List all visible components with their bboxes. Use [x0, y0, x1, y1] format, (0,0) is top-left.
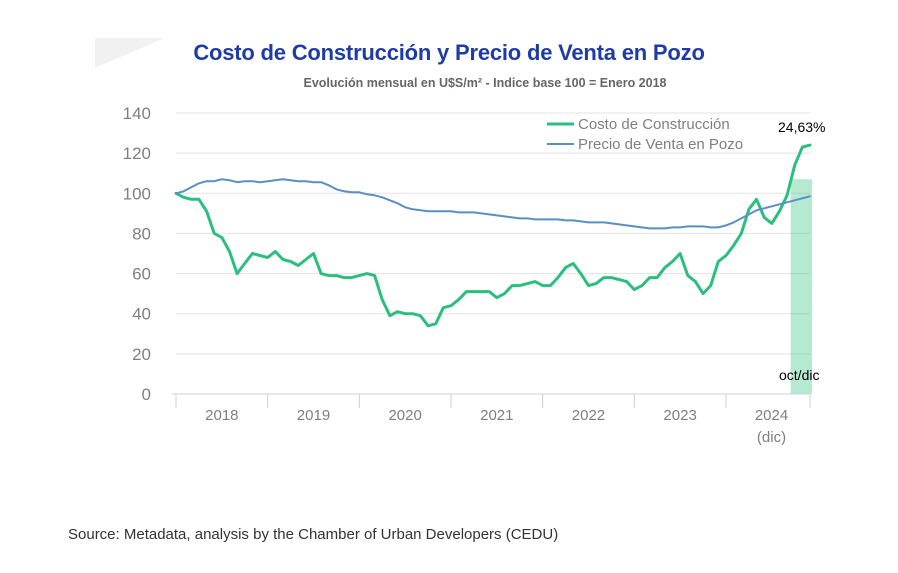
- chart-title: Costo de Construcción y Precio de Venta …: [193, 40, 705, 65]
- x-tick-label: 2021: [480, 407, 513, 424]
- x-tick-label: 2022: [572, 407, 605, 424]
- x-tick-sublabel: (dic): [757, 429, 786, 446]
- x-tick-label: 2019: [297, 407, 330, 424]
- corner-decoration: [95, 38, 165, 68]
- legend-label-precio: Precio de Venta en Pozo: [578, 136, 743, 153]
- series-line-costo: [174, 143, 812, 328]
- y-tick-label: 140: [123, 104, 151, 123]
- x-tick-label: 2020: [388, 407, 421, 424]
- highlight-band: [790, 179, 812, 394]
- legend-label-costo: Costo de Construcción: [578, 116, 730, 133]
- x-tick-label: 2024: [755, 407, 788, 424]
- y-tick-label: 20: [132, 345, 151, 364]
- growth-annotation: 24,63%: [778, 119, 825, 135]
- chart-subtitle: Evolución mensual en U$S/m² - Indice bas…: [303, 76, 667, 90]
- highlight-label: oct/dic: [779, 367, 819, 383]
- y-tick-label: 40: [132, 305, 151, 324]
- y-tick-label: 60: [132, 265, 151, 284]
- y-tick-label: 120: [123, 144, 151, 163]
- source-note: Source: Metadata, analysis by the Chambe…: [68, 526, 559, 543]
- x-tick-label: 2023: [663, 407, 696, 424]
- y-tick-label: 100: [123, 184, 151, 203]
- x-tick-label: 2018: [205, 407, 238, 424]
- y-tick-label: 0: [142, 385, 151, 404]
- series-line-precio: [175, 178, 811, 230]
- y-tick-label: 80: [132, 224, 151, 243]
